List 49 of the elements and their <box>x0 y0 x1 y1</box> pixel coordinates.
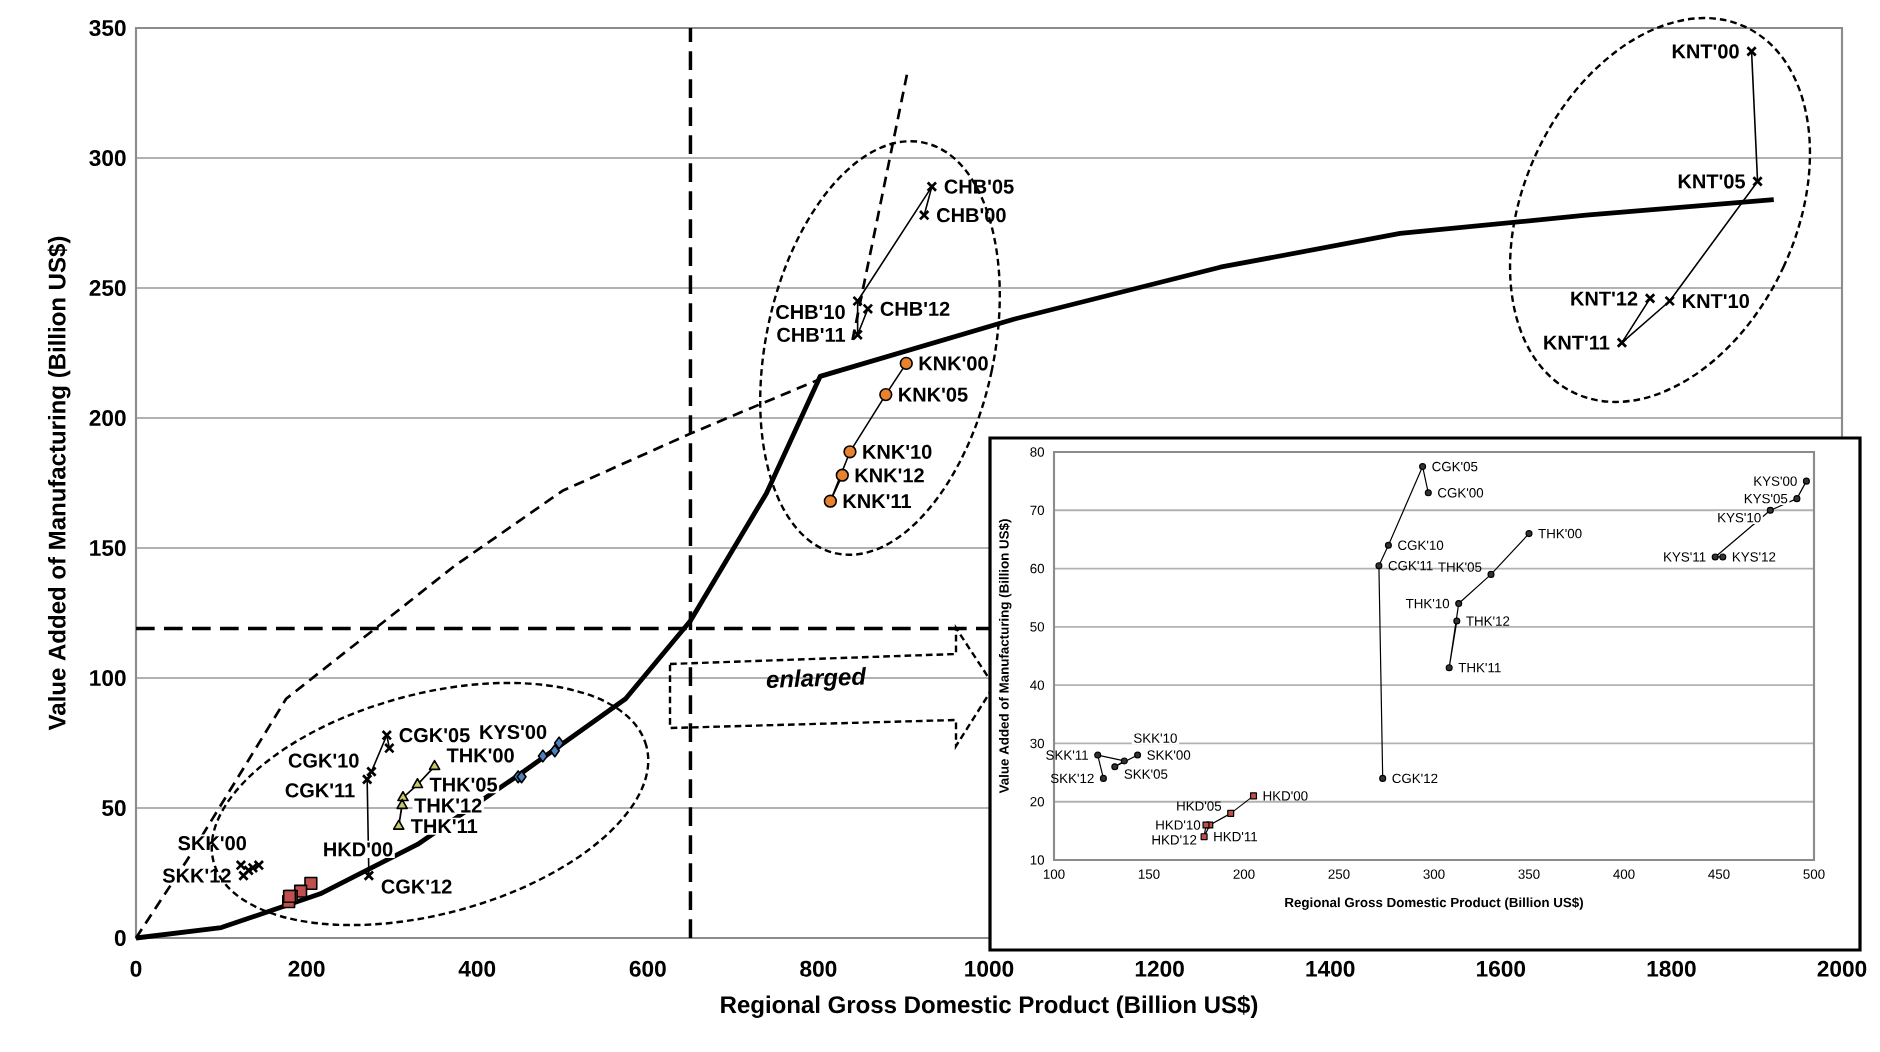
annotation: THK'00 <box>446 748 514 763</box>
annotation: CGK'10 <box>288 753 359 768</box>
y-tick-label: 200 <box>89 410 126 427</box>
annotation: SKK'00 <box>178 836 246 851</box>
y-tick-label: 100 <box>90 670 126 687</box>
annotation: CHB'05 <box>944 179 1014 194</box>
annotation: CGK'11 <box>285 783 355 798</box>
annotation: CHB'12 <box>880 301 950 316</box>
annotation: enlarged <box>766 667 866 691</box>
y-axis-title: Value Added of Manufacturing (Billion US$) <box>47 236 71 731</box>
y-tick-label: 50 <box>102 800 126 817</box>
annotation: THK'05 <box>429 777 498 792</box>
annotation: CGK'05 <box>399 728 470 743</box>
annotation: HKD'00 <box>324 842 393 857</box>
x-tick-label: 400 <box>458 960 496 977</box>
annotation: KYS'00 <box>480 724 547 740</box>
annotation: CHB'10 <box>776 304 845 320</box>
annotation: SKK'12 <box>162 868 231 883</box>
annotation: KNK'12 <box>855 468 924 483</box>
annotation: KNT'05 <box>1678 174 1746 189</box>
y-tick-label: 150 <box>90 540 126 557</box>
annotation: KNK'00 <box>919 356 988 371</box>
annotation: KNT'11 <box>1544 335 1610 350</box>
x-tick-label: 1000 <box>965 960 1014 977</box>
annotation: KNK'10 <box>863 444 932 459</box>
y-tick-label: 300 <box>89 149 126 167</box>
x-tick-label: 2000 <box>1817 960 1867 977</box>
x-tick-label: 1600 <box>1477 960 1526 977</box>
annotation: KNT'10 <box>1683 293 1749 309</box>
x-axis-title: Regional Gross Domestic Product (Billion US$) <box>721 995 1258 1019</box>
x-tick-label: 800 <box>800 960 837 977</box>
annotation: THK'11 <box>410 819 478 834</box>
annotation: CHB'11 <box>777 327 846 342</box>
annotation: KNK'11 <box>843 494 912 509</box>
x-tick-label: 1800 <box>1647 960 1696 977</box>
x-tick-label: 1200 <box>1135 960 1184 977</box>
x-tick-label: 1400 <box>1306 960 1355 977</box>
x-tick-label: 200 <box>288 960 325 977</box>
annotation: KNT'12 <box>1571 291 1638 306</box>
y-tick-label: 0 <box>114 930 126 947</box>
annotation: THK'12 <box>414 798 482 813</box>
annotation: CGK'12 <box>381 879 452 894</box>
y-tick-label: 250 <box>89 280 126 297</box>
y-tick-label: 350 <box>89 19 126 37</box>
x-tick-label: 600 <box>629 960 666 977</box>
annotation: KNK'05 <box>899 387 968 402</box>
x-tick-label: 0 <box>130 960 142 977</box>
annotation: KNT'00 <box>1672 44 1739 59</box>
annotation: CHB'00 <box>937 208 1006 223</box>
